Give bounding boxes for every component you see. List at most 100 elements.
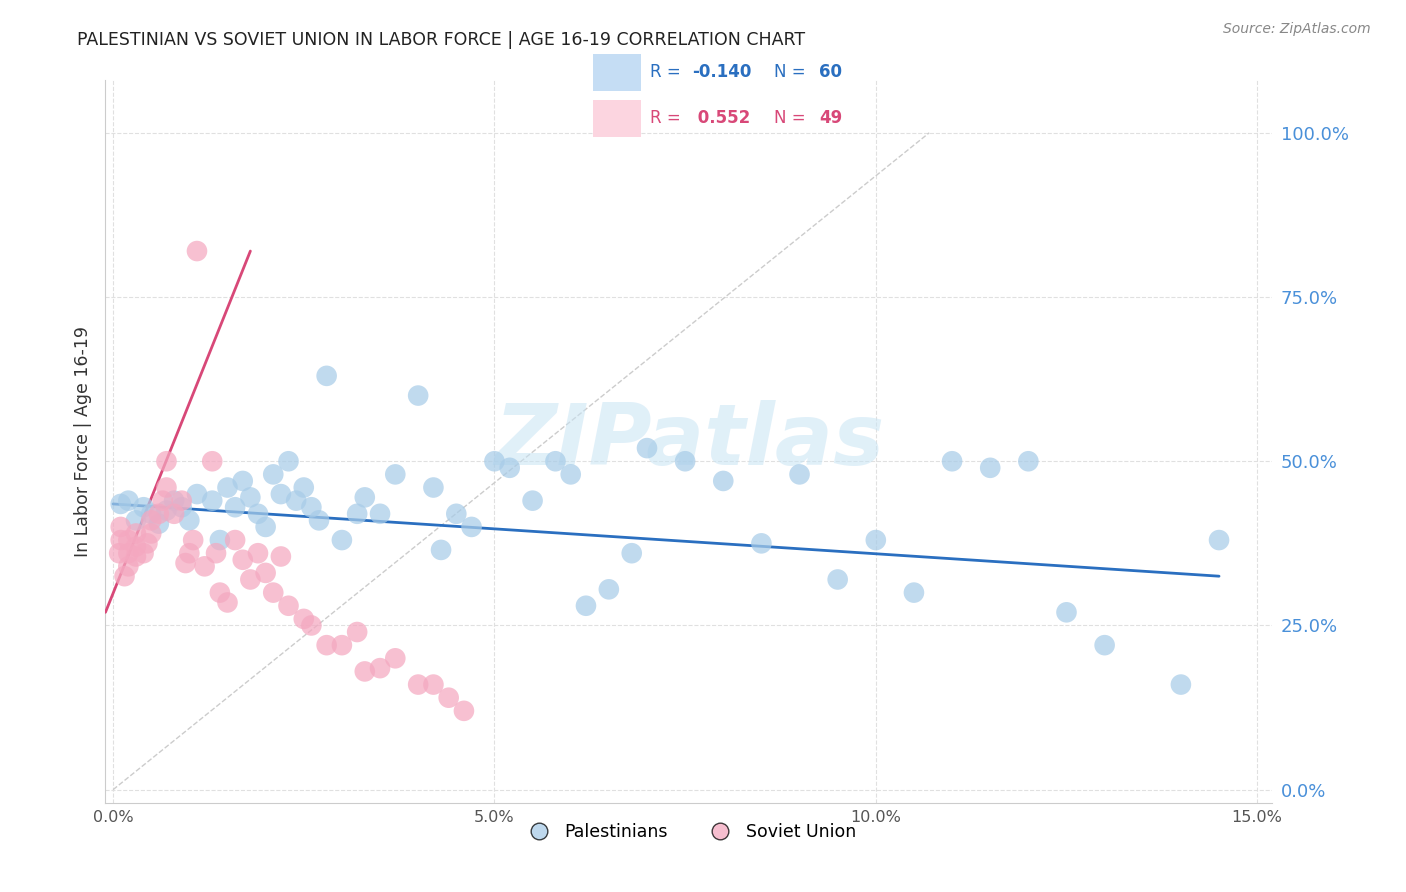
Point bbox=[277, 599, 299, 613]
Point bbox=[315, 368, 337, 383]
Point bbox=[208, 585, 231, 599]
Point bbox=[114, 569, 136, 583]
Point bbox=[330, 533, 353, 547]
Point bbox=[117, 546, 139, 560]
Point bbox=[224, 533, 246, 547]
Point bbox=[232, 553, 254, 567]
Point bbox=[353, 665, 375, 679]
Point bbox=[125, 526, 148, 541]
Point bbox=[979, 460, 1001, 475]
Point bbox=[117, 559, 139, 574]
Point bbox=[201, 493, 224, 508]
Point bbox=[108, 546, 131, 560]
Point bbox=[125, 540, 148, 554]
Text: ZIPatlas: ZIPatlas bbox=[494, 400, 884, 483]
Point bbox=[1017, 454, 1039, 468]
Point bbox=[125, 513, 148, 527]
Point bbox=[246, 546, 269, 560]
Point bbox=[270, 487, 292, 501]
Point bbox=[620, 546, 643, 560]
Point bbox=[170, 500, 193, 515]
Point bbox=[346, 625, 368, 640]
Point bbox=[422, 677, 444, 691]
Point bbox=[460, 520, 482, 534]
Point bbox=[522, 493, 544, 508]
Point bbox=[1056, 605, 1078, 619]
Point bbox=[186, 487, 208, 501]
Point bbox=[217, 481, 239, 495]
Point bbox=[636, 441, 658, 455]
Point bbox=[711, 474, 734, 488]
Point bbox=[673, 454, 696, 468]
Point bbox=[308, 513, 330, 527]
Point bbox=[262, 585, 284, 599]
Point bbox=[232, 474, 254, 488]
Text: N =: N = bbox=[773, 110, 811, 128]
Point bbox=[179, 513, 201, 527]
Point bbox=[246, 507, 269, 521]
Point bbox=[174, 556, 197, 570]
Point bbox=[346, 507, 368, 521]
Point bbox=[1094, 638, 1116, 652]
Point bbox=[117, 493, 139, 508]
Point bbox=[453, 704, 475, 718]
Point bbox=[598, 582, 620, 597]
Point bbox=[117, 533, 139, 547]
Point bbox=[1208, 533, 1230, 547]
Point bbox=[292, 481, 315, 495]
Point bbox=[368, 507, 391, 521]
Point bbox=[353, 491, 375, 505]
Point bbox=[224, 500, 246, 515]
Point bbox=[437, 690, 460, 705]
Point bbox=[544, 454, 567, 468]
Point bbox=[292, 612, 315, 626]
Point bbox=[254, 566, 277, 580]
Point bbox=[148, 516, 170, 531]
Point bbox=[827, 573, 849, 587]
Point bbox=[384, 467, 406, 482]
Point bbox=[155, 481, 177, 495]
Point bbox=[865, 533, 887, 547]
Legend: Palestinians, Soviet Union: Palestinians, Soviet Union bbox=[515, 816, 863, 848]
Point bbox=[285, 493, 308, 508]
Point bbox=[186, 244, 208, 258]
Text: Source: ZipAtlas.com: Source: ZipAtlas.com bbox=[1223, 22, 1371, 37]
Point bbox=[239, 491, 262, 505]
Point bbox=[239, 573, 262, 587]
Point bbox=[330, 638, 353, 652]
Point bbox=[270, 549, 292, 564]
Point bbox=[406, 388, 429, 402]
Point bbox=[560, 467, 582, 482]
Point bbox=[208, 533, 231, 547]
Point bbox=[170, 493, 193, 508]
Text: 60: 60 bbox=[820, 63, 842, 81]
Point bbox=[110, 497, 132, 511]
Point bbox=[132, 546, 155, 560]
Point bbox=[181, 533, 204, 547]
Point bbox=[179, 546, 201, 560]
Point bbox=[194, 559, 217, 574]
Point bbox=[484, 454, 506, 468]
Bar bbox=[592, 54, 641, 91]
Text: N =: N = bbox=[773, 63, 811, 81]
Point bbox=[941, 454, 963, 468]
Point bbox=[141, 507, 163, 521]
Point bbox=[315, 638, 337, 652]
Point bbox=[152, 493, 174, 508]
Point bbox=[110, 520, 132, 534]
Point bbox=[789, 467, 811, 482]
Text: 49: 49 bbox=[820, 110, 842, 128]
Point bbox=[299, 618, 322, 632]
Point bbox=[384, 651, 406, 665]
Bar bbox=[592, 100, 641, 137]
Point bbox=[368, 661, 391, 675]
Point bbox=[132, 500, 155, 515]
Text: R =: R = bbox=[650, 63, 686, 81]
Point bbox=[446, 507, 468, 521]
Point bbox=[751, 536, 773, 550]
Point bbox=[155, 454, 177, 468]
Text: 0.552: 0.552 bbox=[692, 110, 751, 128]
Point bbox=[254, 520, 277, 534]
Point bbox=[136, 536, 159, 550]
Point bbox=[262, 467, 284, 482]
